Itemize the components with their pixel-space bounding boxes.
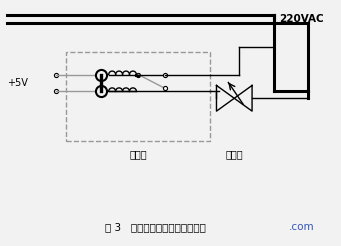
Polygon shape	[217, 85, 234, 111]
Text: 图 3   电磁阀与继电器接口示意图: 图 3 电磁阀与继电器接口示意图	[105, 222, 206, 232]
Text: 220VAC: 220VAC	[279, 14, 323, 24]
Text: 继电器: 继电器	[129, 149, 147, 159]
Bar	[66, 52, 210, 141]
Polygon shape	[234, 85, 252, 111]
Text: 电磁阀: 电磁阀	[225, 149, 243, 159]
Text: .com: .com	[288, 222, 314, 232]
Text: +5V: +5V	[7, 78, 28, 88]
